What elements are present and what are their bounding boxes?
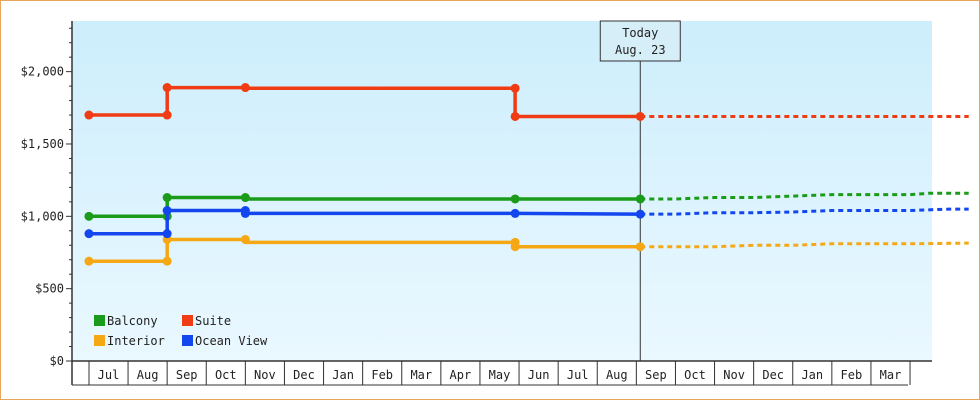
series-projection-ocean-view — [640, 207, 969, 216]
series-point-suite — [510, 83, 520, 93]
x-tick-label: Oct — [215, 368, 237, 382]
series-point-ocean-view — [240, 208, 250, 218]
x-tick-label: Jun — [528, 368, 550, 382]
x-tick-label: Oct — [684, 368, 706, 382]
y-tick-label: $0 — [50, 354, 64, 368]
x-tick-label: Dec — [293, 368, 315, 382]
series-point-interior — [240, 234, 250, 244]
legend-swatch-ocean-view — [182, 335, 193, 346]
today-label-line2: Aug. 23 — [615, 43, 666, 57]
legend-swatch-balcony — [94, 315, 105, 326]
series-point-ocean-view — [510, 208, 520, 218]
x-tick-label: Aug — [137, 368, 159, 382]
x-tick-label: Dec — [762, 368, 784, 382]
x-tick-label: Feb — [841, 368, 863, 382]
series-point-ocean-view — [162, 229, 172, 239]
legend-label-suite: Suite — [195, 314, 231, 328]
series-point-ocean-view — [635, 209, 645, 219]
series-point-suite — [162, 83, 172, 93]
x-tick-label: Nov — [254, 368, 276, 382]
x-tick-label: Jan — [801, 368, 823, 382]
y-tick-label: $2,000 — [21, 65, 64, 79]
today-label-line1: Today — [622, 26, 658, 40]
x-tick-label: Sep — [645, 368, 667, 382]
x-tick-label: Mar — [410, 368, 432, 382]
x-tick-label: Aug — [606, 368, 628, 382]
x-tick-label: Jul — [567, 368, 589, 382]
series-point-interior — [162, 256, 172, 266]
y-tick-label: $500 — [35, 282, 64, 296]
series-point-suite — [240, 83, 250, 93]
x-tick-label: Mar — [880, 368, 902, 382]
x-axis: Jul Aug Sep Oct Nov Dec Jan Feb Mar Apr May Jun Jul A… — [72, 360, 932, 386]
series-point-balcony — [162, 193, 172, 203]
series-point-balcony — [510, 194, 520, 204]
series-point-suite — [635, 111, 645, 121]
legend: Balcony Suite Interior Ocean View — [94, 314, 268, 348]
legend-label-balcony: Balcony — [107, 314, 158, 328]
series-point-interior — [84, 256, 94, 266]
series-point-balcony — [84, 211, 94, 221]
series-point-suite — [84, 110, 94, 120]
x-tick-label: Apr — [450, 368, 472, 382]
today-label-box — [599, 20, 681, 62]
y-tick-label: $1,000 — [21, 209, 64, 223]
legend-swatch-suite — [182, 315, 193, 326]
series-point-interior — [635, 242, 645, 252]
x-tick-label: Jan — [332, 368, 354, 382]
x-tick-label: Nov — [723, 368, 745, 382]
series-point-balcony — [240, 193, 250, 203]
series-projection-interior — [640, 241, 969, 249]
series-point-ocean-view — [84, 229, 94, 239]
series-point-suite — [162, 110, 172, 120]
series-projection-balcony — [640, 191, 969, 201]
series-point-balcony — [635, 194, 645, 204]
series-point-interior — [510, 242, 520, 252]
legend-label-interior: Interior — [107, 334, 165, 348]
legend-label-ocean-view: Ocean View — [195, 334, 268, 348]
plot-background — [72, 21, 932, 361]
x-tick-label: May — [489, 368, 511, 382]
x-tick-label: Feb — [371, 368, 393, 382]
series-lines — [84, 83, 969, 266]
x-tick-label: Sep — [176, 368, 198, 382]
series-point-suite — [510, 111, 520, 121]
series-point-ocean-view — [162, 206, 172, 216]
legend-swatch-interior — [94, 335, 105, 346]
y-axis: $0 $500 $1,000 $1,500 $2,000 — [21, 21, 73, 385]
y-tick-label: $1,500 — [21, 137, 64, 151]
x-tick-label: Jul — [98, 368, 120, 382]
